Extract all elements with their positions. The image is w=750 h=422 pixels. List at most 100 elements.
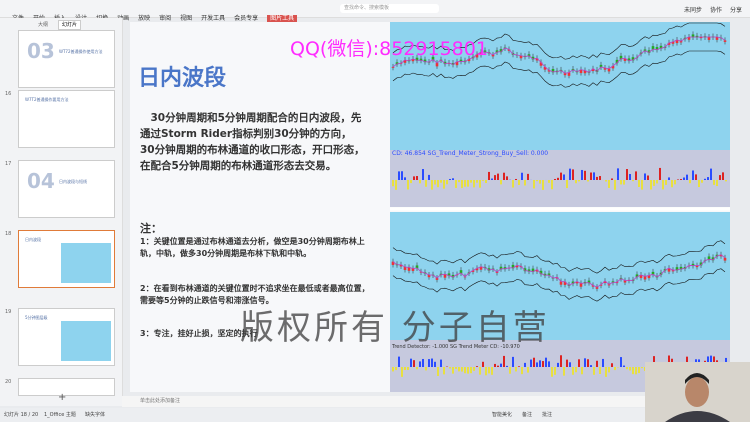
menu-item[interactable]: 视图 [180, 15, 193, 22]
chart-decor [620, 180, 622, 185]
thumbnail-caption: 日内波段 [25, 237, 41, 242]
menu-item[interactable]: 会员专享 [234, 15, 259, 22]
chart-decor [422, 169, 424, 180]
chart-decor [626, 169, 628, 180]
thumbnail-number: 04 [27, 169, 55, 193]
chart-decor [581, 367, 583, 375]
menu-item[interactable]: 开发工具 [201, 15, 226, 22]
chart-decor [443, 274, 447, 278]
chart-decor [531, 268, 535, 272]
chart-decor [443, 367, 445, 375]
thumbnail[interactable]: 17 04 日内波段与短线 [5, 160, 115, 218]
chart-decor [656, 180, 658, 184]
slide-title: 日内波段 [138, 66, 227, 91]
chart-decor [395, 367, 397, 371]
chart-decor [698, 180, 700, 188]
chart-decor [404, 177, 406, 180]
chart-decor [539, 360, 541, 367]
chart-decor [653, 180, 655, 186]
chart-decor [608, 367, 610, 373]
chart-decor [725, 180, 727, 182]
chart-decor [407, 367, 409, 370]
chart-decor [391, 261, 395, 265]
panel-tab[interactable]: 幻灯片 [58, 20, 82, 30]
chart-decor [716, 180, 718, 187]
chart-decor [446, 180, 448, 185]
panel-tab[interactable]: 大纲 [38, 22, 49, 28]
top-right-item[interactable]: 分享 [729, 7, 742, 14]
chart-decor [611, 363, 613, 367]
chart-decor [665, 180, 667, 185]
chart-decor [710, 355, 712, 367]
chart-decor [615, 59, 619, 64]
chart-decor [581, 169, 583, 180]
add-slide[interactable]: + [58, 392, 67, 403]
thumbnail-image [61, 321, 111, 361]
thumbnail[interactable]: 16 W7T2普通操作要用方法 [5, 90, 115, 148]
chart-decor [425, 367, 427, 371]
chart-decor [677, 179, 679, 180]
top-right-item[interactable]: 协作 [709, 7, 722, 14]
note-heading: 注： [140, 222, 162, 235]
chart-decor [479, 266, 483, 270]
chart-decor [557, 177, 559, 180]
menu-item[interactable]: 图片工具 [267, 15, 298, 22]
status-item[interactable]: 备注 [522, 412, 533, 418]
thumbnail[interactable]: 20 [5, 378, 115, 396]
chart-decor [458, 180, 460, 183]
chart-decor [416, 176, 418, 180]
chart-decor [539, 180, 541, 184]
chart-decor [491, 178, 493, 180]
chart-decor [631, 57, 635, 61]
chart-decor [563, 174, 565, 180]
chart-decor [578, 180, 580, 182]
chart-decor [605, 367, 607, 377]
chart-decor [603, 281, 607, 283]
chart-decor [655, 47, 659, 51]
chart-decor [629, 367, 631, 371]
chart-decor [506, 365, 508, 367]
chart-decor [392, 367, 394, 372]
slide-number: 20 [5, 379, 12, 385]
chart-decor [569, 168, 571, 180]
chart-decor [415, 57, 419, 61]
menu-item[interactable]: 动画 [117, 15, 130, 22]
status-item[interactable]: 智能美化 [492, 412, 513, 418]
chart-decor [399, 264, 403, 267]
thumbnail[interactable]: 18 日内波段 [5, 230, 115, 288]
chart-decor [443, 61, 447, 65]
chart-decor [543, 67, 547, 70]
menu-item[interactable]: 审阅 [159, 15, 172, 22]
chart-decor [452, 367, 454, 374]
chart-decor [494, 363, 496, 367]
top-right-item[interactable]: 未同步 [683, 7, 702, 14]
chart-decor [535, 269, 539, 272]
chart-decor [713, 180, 715, 185]
missing-font[interactable]: 缺失字体 [85, 412, 106, 418]
chart-decor [692, 170, 694, 180]
chart-decor [611, 65, 615, 69]
menu-item[interactable]: 放映 [138, 15, 151, 22]
chart-decor [536, 180, 538, 182]
chart-decor [635, 274, 639, 278]
thumbnail[interactable]: 19 5分钟图层级 [5, 308, 115, 366]
status-item[interactable]: 批注 [542, 412, 553, 418]
chart-decor [710, 168, 712, 180]
thumbnail[interactable]: 03 WT72普通操作使用方法 [18, 30, 115, 88]
chart-decor [404, 367, 406, 370]
notes-bar[interactable]: 单击此处添加备注 [122, 396, 750, 407]
chart-decor [499, 266, 503, 270]
theme: 1_Office 主题 [44, 412, 76, 418]
thumbnail-caption: 日内波段与短线 [59, 179, 87, 184]
search-box[interactable]: 查找命令、搜索模板 [340, 4, 439, 13]
chart-decor [603, 67, 607, 70]
chart-decor [584, 170, 586, 180]
chart-decor [607, 68, 611, 72]
chart-decor [398, 356, 400, 367]
chart-decor [722, 172, 724, 180]
chart-decor [503, 172, 505, 180]
chart-decor [671, 270, 675, 272]
chart-decor [626, 367, 628, 370]
chart-decor [392, 22, 726, 60]
chart-decor [435, 278, 439, 280]
